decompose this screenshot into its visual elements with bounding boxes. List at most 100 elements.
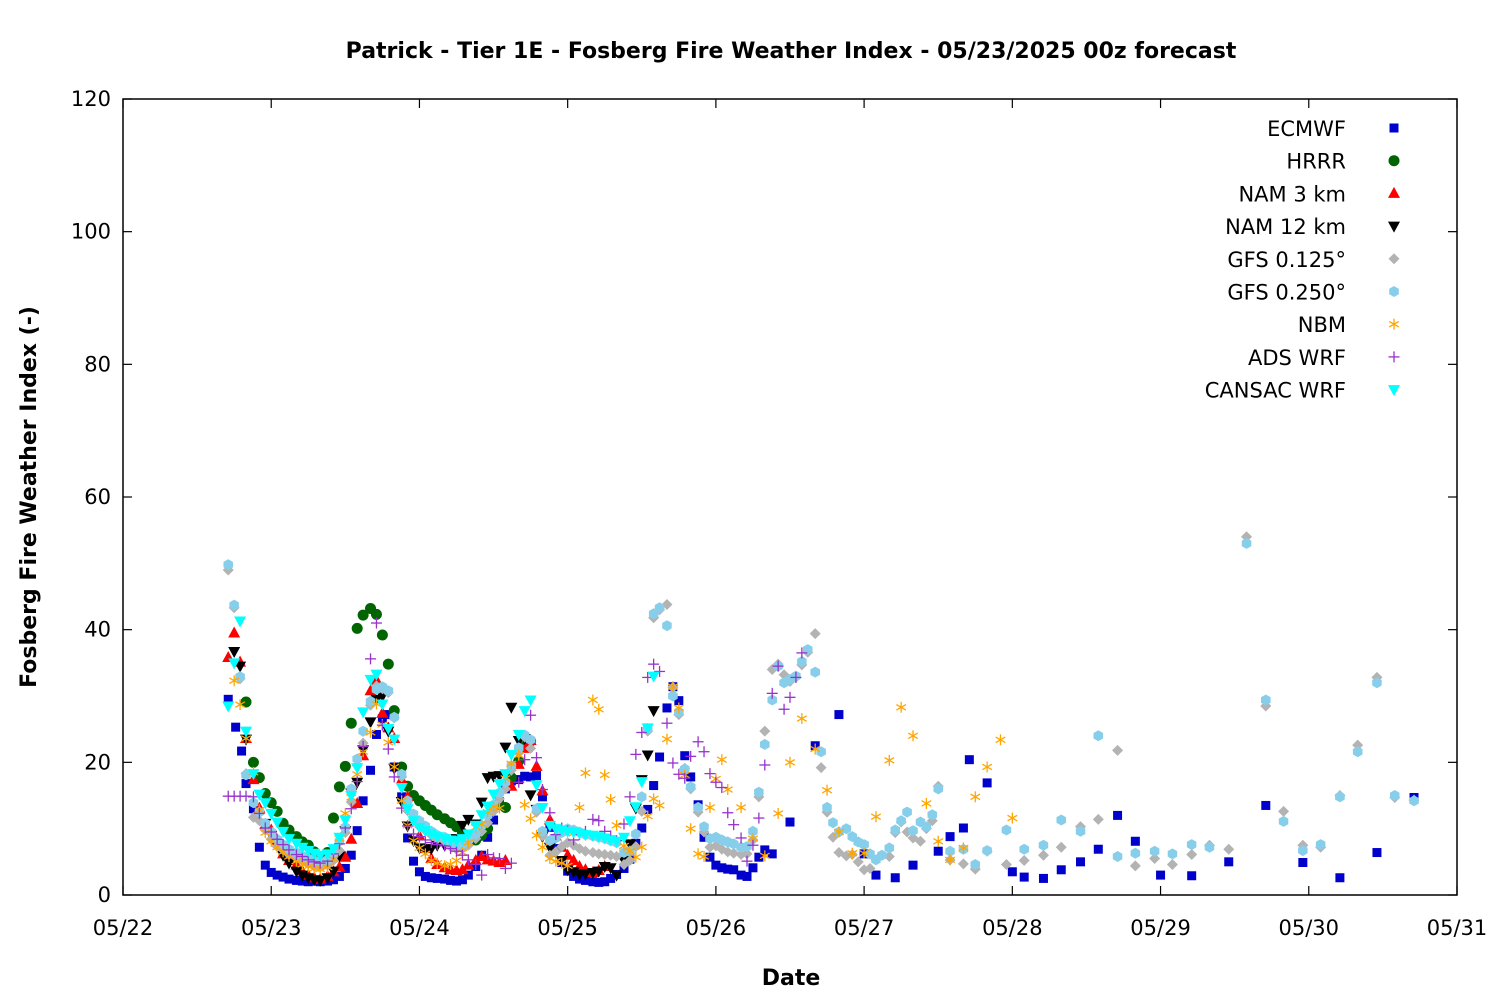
data-point [833, 826, 845, 838]
data-point [623, 816, 636, 828]
data-point [698, 746, 710, 758]
data-point [259, 798, 272, 810]
data-point [815, 762, 827, 774]
data-point [283, 834, 296, 846]
data-point [403, 833, 413, 843]
data-point [291, 875, 301, 885]
data-point [470, 858, 482, 870]
data-point [624, 845, 636, 857]
data-point [649, 781, 659, 791]
data-point [265, 826, 277, 838]
data-point [631, 828, 641, 840]
data-point [1372, 848, 1382, 858]
data-point [494, 802, 505, 814]
data-point [476, 869, 488, 881]
data-point [364, 674, 377, 686]
data-point [654, 602, 665, 614]
data-point [536, 784, 548, 796]
data-point [234, 616, 247, 628]
legend-marker [1389, 123, 1399, 133]
data-point [562, 860, 573, 872]
data-point [531, 829, 542, 841]
data-point [1224, 857, 1234, 867]
data-point [1093, 730, 1104, 742]
data-point [371, 729, 381, 739]
series-ads-wrf [222, 617, 808, 881]
data-point [376, 706, 389, 718]
data-point [982, 761, 993, 773]
data-point [685, 823, 696, 835]
data-point [685, 750, 697, 762]
data-point [413, 822, 426, 834]
data-point [1186, 839, 1197, 851]
data-point [759, 725, 771, 737]
data-point [964, 755, 974, 765]
data-point [1298, 857, 1308, 867]
data-point [778, 703, 790, 715]
data-point [339, 850, 352, 862]
data-point [365, 695, 376, 707]
data-point [483, 832, 493, 842]
data-point [530, 780, 543, 792]
data-point [641, 750, 654, 762]
x-tick-label: 05/26 [686, 916, 747, 940]
data-point [630, 851, 641, 863]
data-point [809, 628, 821, 640]
legend-label: NBM [1298, 313, 1346, 337]
data-point [451, 855, 462, 867]
x-tick-label: 05/27 [834, 916, 895, 940]
data-point [728, 838, 739, 850]
data-point [446, 875, 456, 885]
data-point [760, 738, 770, 750]
legend-label: GFS 0.125° [1227, 248, 1346, 272]
data-point [370, 669, 383, 681]
data-point [790, 671, 802, 683]
data-point [290, 849, 302, 861]
data-point [1000, 858, 1012, 870]
x-axis-label: Date [762, 966, 821, 991]
data-point [223, 559, 233, 571]
data-point [680, 763, 690, 775]
data-point [674, 696, 684, 706]
data-point [957, 858, 969, 870]
data-point [797, 656, 807, 667]
data-point [982, 778, 992, 788]
data-point [864, 862, 876, 874]
data-point [352, 826, 362, 836]
data-point [524, 695, 537, 707]
data-point [314, 875, 327, 887]
data-point [618, 818, 630, 830]
data-point [365, 653, 377, 665]
data-point [735, 801, 747, 813]
data-point [1129, 860, 1141, 872]
data-point [648, 658, 660, 670]
data-point [525, 813, 536, 825]
data-point [357, 609, 369, 621]
data-point [401, 804, 414, 816]
data-point [859, 847, 870, 859]
data-point [766, 687, 778, 699]
data-point [1372, 677, 1382, 689]
data-point [426, 873, 436, 883]
data-point [370, 617, 382, 629]
legend-label: NAM 12 km [1225, 215, 1346, 239]
data-point [550, 846, 562, 858]
data-point [469, 820, 482, 832]
data-point [736, 870, 746, 880]
data-point [272, 870, 282, 880]
data-point [228, 658, 241, 670]
data-point [796, 713, 807, 725]
y-tick-label: 100 [71, 220, 111, 244]
data-point [544, 853, 555, 865]
data-point [717, 863, 727, 873]
data-point [525, 742, 537, 754]
data-point [945, 832, 955, 842]
data-point [772, 660, 784, 672]
data-point [605, 793, 616, 805]
data-point [1019, 872, 1029, 882]
series-cansac-wrf [222, 616, 660, 862]
data-point [785, 817, 795, 827]
data-point [254, 842, 264, 852]
data-point [240, 696, 252, 708]
data-point [759, 850, 770, 862]
